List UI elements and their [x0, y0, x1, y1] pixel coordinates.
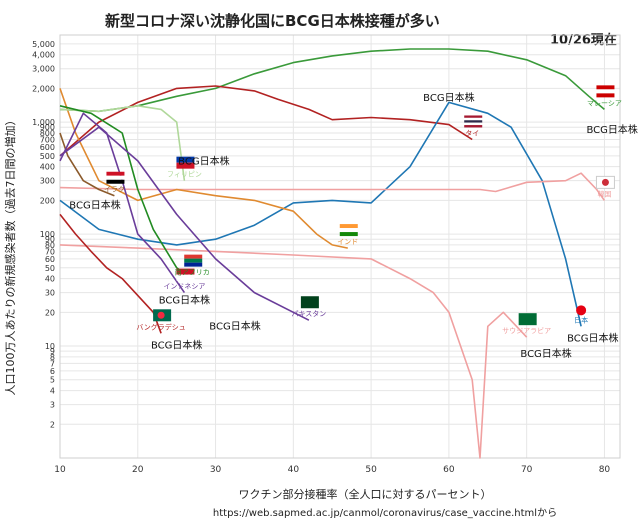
- flag-icon: [339, 224, 358, 237]
- country-flags: [106, 85, 615, 326]
- x-tick-label: 40: [288, 465, 300, 475]
- country-label: バングラデシュ: [136, 322, 185, 331]
- y-tick-label: 3: [50, 401, 55, 410]
- y-tick-label: 60: [45, 255, 55, 264]
- country-label: イラク: [104, 186, 125, 194]
- y-tick-label: 8: [50, 353, 55, 362]
- y-tick-label: 4,000: [32, 51, 55, 60]
- series-line: [59, 48, 605, 113]
- x-tick-label: 30: [210, 465, 222, 475]
- flag-icon: [464, 115, 483, 128]
- bcg-annotation: BCG日本株: [159, 293, 210, 306]
- y-tick-label: 2,000: [32, 84, 55, 93]
- x-tick-label: 20: [132, 465, 144, 475]
- country-label: マレーシア: [587, 99, 622, 107]
- source-url: https://web.sapmed.ac.jp/canmol/coronavi…: [213, 507, 557, 519]
- x-tick-label: 70: [521, 465, 533, 475]
- series-line: [59, 132, 115, 197]
- y-tick-label: 7: [50, 359, 55, 368]
- y-tick-label: 30: [45, 289, 55, 298]
- y-tick-label: 2: [50, 420, 55, 429]
- y-tick-label: 600: [40, 143, 55, 152]
- y-tick-label: 50: [45, 264, 55, 273]
- x-tick-labels: 10 20 30 40 50 60 70 80: [54, 465, 610, 475]
- country-label: 南アフリカ: [175, 268, 210, 277]
- flag-icon: [300, 296, 319, 309]
- flag-icon: [595, 175, 615, 189]
- y-tick-label: 300: [40, 177, 55, 186]
- bcg-annotation: BCG日本株: [69, 198, 120, 211]
- country-label: パキスタン: [291, 309, 326, 318]
- flag-icon: [184, 254, 203, 267]
- bcg-annotation: BCG日本株: [209, 320, 260, 333]
- flag-icon: [176, 156, 195, 169]
- country-label: サウジアラビア: [502, 326, 551, 335]
- grid: [59, 35, 620, 458]
- y-tick-label: 900: [40, 123, 55, 132]
- x-tick-label: 60: [443, 465, 455, 475]
- series-lines: [59, 48, 606, 459]
- x-tick-label: 10: [54, 465, 66, 475]
- y-tick-label: 10: [45, 342, 55, 351]
- chart-title: 新型コロナ深い沈静化国にBCG日本株接種が多い: [105, 12, 440, 30]
- flag-icon: [576, 305, 587, 316]
- bcg-annotation: BCG日本株: [587, 123, 638, 136]
- flag-icon: [596, 85, 615, 98]
- y-tick-label: 800: [40, 129, 55, 138]
- y-tick-label: 1,000: [32, 118, 55, 127]
- y-tick-label: 70: [45, 247, 55, 256]
- flag-icon: [106, 171, 125, 184]
- series-line: [59, 101, 582, 327]
- y-tick-label: 5,000: [32, 40, 55, 49]
- bcg-annotation: BCG日本株: [178, 154, 229, 167]
- y-tick-label: 80: [45, 241, 55, 250]
- flag-icon: [176, 268, 195, 281]
- series-line: [59, 88, 348, 249]
- series-line: [59, 105, 186, 181]
- flag-icon: [153, 309, 172, 322]
- x-tick-label: 50: [365, 465, 377, 475]
- y-tick-label: 3,000: [32, 65, 55, 74]
- bcg-annotation: BCG日本株: [423, 91, 474, 104]
- y-tick-label: 9: [50, 347, 55, 356]
- bcg-annotation: BCG日本株: [567, 331, 618, 344]
- series-line: [59, 172, 606, 201]
- y-tick-label: 40: [45, 275, 55, 284]
- date-note: 10/26現在: [550, 32, 617, 48]
- country-label: 日本: [574, 315, 588, 324]
- y-tick-label: 500: [40, 152, 55, 161]
- y-tick-label: 100: [40, 230, 55, 239]
- country-label: インド: [337, 238, 358, 246]
- bcg-annotations: BCG日本株 BCG日本株 BCG日本株 BCG日本株 BCG日本株 BCG日本株 BCG日…: [69, 91, 638, 360]
- bcg-annotation: BCG日本株: [151, 339, 202, 352]
- y-tick-label: 20: [45, 308, 55, 317]
- y-tick-label: 5: [50, 376, 55, 385]
- series-line: [59, 244, 528, 459]
- plot-area: [59, 34, 621, 459]
- y-tick-label: 90: [45, 235, 55, 244]
- series-line: [59, 105, 193, 280]
- y-tick-label: 400: [40, 163, 55, 172]
- y-tick-label: 200: [40, 196, 55, 205]
- x-tick-label: 80: [599, 465, 611, 475]
- y-tick-label: 6: [50, 367, 55, 376]
- plot-border: [59, 34, 621, 459]
- country-label: フィリピン: [167, 171, 202, 179]
- series-line: [59, 85, 473, 157]
- y-axis-label: 人口100万人あたりの新規感染者数（過去7日間の増加）: [3, 115, 17, 396]
- country-label: タイ: [465, 128, 479, 137]
- bcg-annotation: BCG日本株: [520, 347, 571, 360]
- y-tick-label: 4: [50, 387, 55, 396]
- country-label: インドネシア: [163, 283, 205, 291]
- country-label: 韓国: [597, 189, 611, 198]
- x-axis-label: ワクチン部分接種率（全人口に対するパーセント）: [239, 487, 492, 501]
- y-tick-label: 700: [40, 135, 55, 144]
- flag-icon: [518, 313, 537, 326]
